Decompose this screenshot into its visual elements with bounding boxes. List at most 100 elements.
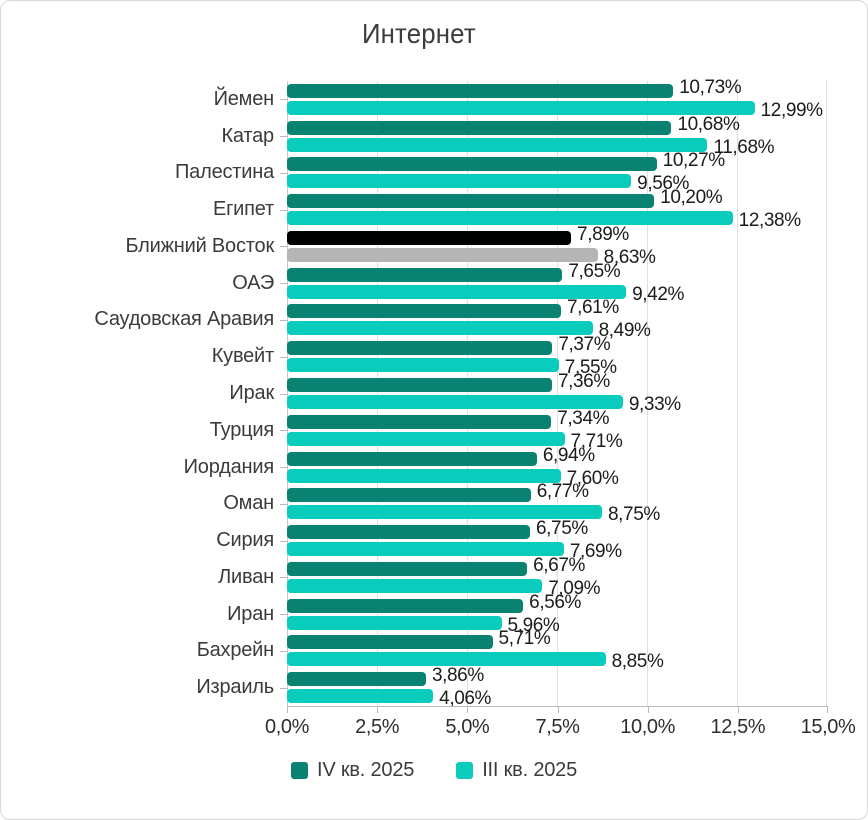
category-tick bbox=[280, 687, 287, 689]
legend-swatch-q3 bbox=[456, 762, 474, 779]
bar-group: 7,61% 8,49% bbox=[287, 297, 827, 341]
bar-line: 10,20% bbox=[287, 187, 827, 209]
gridline bbox=[287, 81, 288, 706]
bar-group: 6,94% 7,60% bbox=[287, 445, 827, 489]
bar-line: 6,77% bbox=[287, 481, 827, 503]
bar-value-label: 8,49% bbox=[598, 320, 651, 342]
category-tick bbox=[280, 99, 287, 101]
category-label: Израиль bbox=[1, 669, 287, 706]
category-tick bbox=[280, 430, 287, 432]
bar-group: 7,65% 9,42% bbox=[287, 261, 827, 305]
bar-q3 bbox=[287, 321, 593, 336]
bar-value-label: 5,96% bbox=[507, 614, 560, 636]
category-label: Саудовская Аравия bbox=[1, 302, 287, 339]
bar-line: 7,09% bbox=[287, 578, 827, 599]
legend: IV кв. 2025 III кв. 2025 bbox=[1, 759, 867, 782]
category-label-text: Кувейт bbox=[211, 345, 275, 368]
bar-q4 bbox=[287, 561, 528, 576]
bar-q4 bbox=[287, 341, 553, 356]
bar-line: 3,86% bbox=[287, 665, 827, 687]
legend-item-q4: IV кв. 2025 bbox=[290, 759, 414, 782]
x-axis-tick-label: 10,0% bbox=[620, 716, 676, 738]
bar-q3 bbox=[287, 542, 564, 557]
bar-q3 bbox=[287, 284, 627, 299]
bar-line: 4,06% bbox=[287, 688, 827, 709]
bar-group: 10,68% 11,68% bbox=[287, 114, 827, 158]
category-label: Оман bbox=[1, 485, 287, 522]
x-axis-tick-label: 7,5% bbox=[535, 716, 580, 738]
x-axis-tick bbox=[647, 707, 649, 713]
bar-group: 5,71% 8,85% bbox=[287, 628, 827, 672]
bar-value-label: 12,99% bbox=[760, 99, 823, 121]
bar-value-label: 3,86% bbox=[431, 665, 484, 687]
bar-value-label: 4,06% bbox=[439, 688, 492, 710]
bar-value-label: 7,37% bbox=[558, 334, 611, 356]
bar-value-label: 6,94% bbox=[542, 444, 595, 466]
bar-value-label: 10,20% bbox=[660, 187, 723, 209]
bar-group: 7,37% 7,55% bbox=[287, 334, 827, 378]
category-tick bbox=[280, 246, 287, 248]
bar-group: 10,73% 12,99% bbox=[287, 77, 827, 121]
bar-q4 bbox=[287, 304, 561, 319]
bar-value-label: 8,85% bbox=[611, 651, 664, 673]
category-label: Сирия bbox=[1, 522, 287, 559]
bar-q3 bbox=[287, 395, 623, 409]
bar-q3 bbox=[287, 615, 502, 630]
bar-line: 5,96% bbox=[287, 615, 827, 636]
bar-line: 8,85% bbox=[287, 651, 827, 672]
bar-line: 7,60% bbox=[287, 468, 827, 489]
bar-line: 6,67% bbox=[287, 555, 827, 576]
category-label-text: Израиль bbox=[196, 676, 274, 699]
category-label: Египет bbox=[1, 191, 287, 228]
bar-line: 6,56% bbox=[287, 592, 827, 613]
bar-line: 8,75% bbox=[287, 504, 827, 525]
category-label-text: ОАЭ bbox=[232, 271, 274, 294]
category-tick bbox=[280, 172, 287, 174]
bar-q3 bbox=[287, 247, 598, 262]
category-label-text: Палестина bbox=[175, 161, 274, 184]
category-label-text: Ближний Восток bbox=[125, 234, 274, 257]
category-label: Иордания bbox=[1, 449, 287, 486]
category-tick bbox=[280, 283, 287, 285]
bar-line: 7,69% bbox=[287, 541, 827, 562]
bar-q3 bbox=[287, 652, 606, 667]
bar-value-label: 10,73% bbox=[679, 76, 742, 98]
category-tick bbox=[280, 136, 287, 138]
bar-q4 bbox=[287, 83, 674, 98]
x-axis-tick-label: 12,5% bbox=[710, 716, 766, 738]
category-tick bbox=[280, 209, 287, 211]
category-tick bbox=[280, 503, 287, 505]
bar-q4 bbox=[287, 525, 530, 540]
bar-line: 12,99% bbox=[287, 100, 827, 121]
bar-group: 6,77% 8,75% bbox=[287, 481, 827, 525]
bar-line: 8,63% bbox=[287, 247, 827, 268]
category-tick bbox=[280, 614, 287, 616]
category-tick bbox=[280, 319, 287, 321]
bar-line: 9,33% bbox=[287, 394, 827, 415]
category-label: Катар bbox=[1, 118, 287, 155]
category-tick bbox=[280, 393, 287, 395]
gridline bbox=[826, 81, 827, 706]
bar-q4 bbox=[287, 120, 672, 135]
bar-line: 6,75% bbox=[287, 518, 827, 540]
bar-q4 bbox=[287, 194, 655, 209]
legend-item-q3: III кв. 2025 bbox=[456, 759, 577, 782]
bar-group: 6,56% 5,96% bbox=[287, 592, 827, 636]
x-axis-tick bbox=[557, 707, 559, 713]
category-tick bbox=[280, 467, 287, 469]
category-tick bbox=[280, 650, 287, 652]
category-tick bbox=[280, 540, 287, 542]
bar-q3 bbox=[287, 137, 708, 152]
bar-q3 bbox=[287, 174, 632, 189]
bar-line: 7,89% bbox=[287, 224, 827, 245]
bar-line: 7,36% bbox=[287, 371, 827, 392]
category-label: Ирак bbox=[1, 375, 287, 412]
bar-value-label: 7,60% bbox=[566, 467, 619, 489]
category-label-text: Бахрейн bbox=[196, 639, 275, 662]
x-axis-tick bbox=[737, 707, 739, 713]
bar-value-label: 6,75% bbox=[536, 518, 588, 540]
bar-line: 9,56% bbox=[287, 173, 827, 194]
bar-line: 8,49% bbox=[287, 320, 827, 341]
bar-line: 6,94% bbox=[287, 445, 827, 466]
